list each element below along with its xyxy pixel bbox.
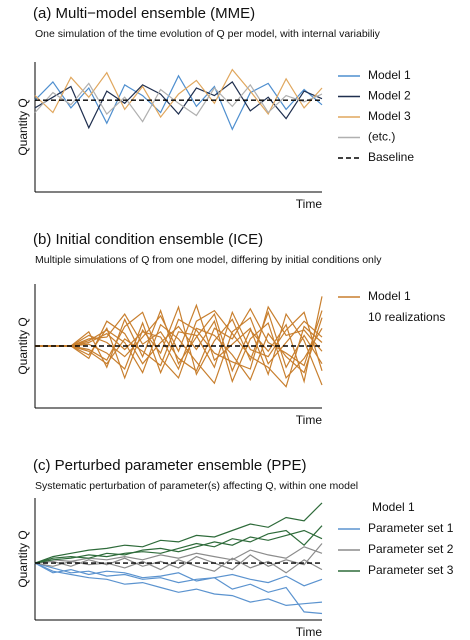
series-line [34,562,323,587]
series-line [35,316,323,385]
panel-title: (c) Perturbed parameter ensemble (PPE) [33,457,306,474]
legend-label: Model 2 [368,89,411,103]
series-line [35,310,323,375]
series-line [35,319,323,384]
legend-label: Parameter set 3 [368,563,454,577]
series-line [35,309,323,388]
legend-label: Parameter set 2 [368,542,454,556]
series-line [34,546,323,564]
y-axis-label: Quantity Q [16,317,30,374]
series-line [34,502,323,564]
series-line [34,82,323,123]
series-line [35,305,323,380]
legend-title: Model 1 [372,500,415,514]
panel-subtitle: Multiple simulations of Q from one model… [35,254,382,266]
legend-label: Model 1 [368,68,411,82]
series-line [35,305,323,370]
panel-title: (a) Multi−model ensemble (MME) [33,5,255,22]
series-line [34,543,323,571]
series-line [34,557,323,574]
series-line [34,562,323,615]
x-axis-label: Time [296,625,323,639]
series-line [34,74,323,131]
legend-note: 10 realizations [368,310,445,324]
x-axis-label: Time [296,413,323,427]
panel-title: (b) Initial condition ensemble (ICE) [33,231,263,248]
series-line [34,81,323,130]
legend-label: Model 3 [368,109,411,123]
series-line [35,303,323,386]
y-axis-label: Quantity Q [16,98,30,155]
series-line [34,562,323,607]
y-axis-label: Quantity Q [16,530,30,587]
series-line [34,529,323,564]
panel-subtitle: One simulation of the time evolution of … [35,28,381,40]
legend-label: Parameter set 1 [368,521,454,535]
panel-subtitle: Systematic perturbation of parameter(s) … [35,480,358,492]
series-line [35,307,323,372]
legend-label: (etc.) [368,130,395,144]
legend-label: Model 1 [368,289,411,303]
legend-label: Baseline [368,150,414,164]
series-line [34,525,323,564]
x-axis-label: Time [296,197,323,211]
